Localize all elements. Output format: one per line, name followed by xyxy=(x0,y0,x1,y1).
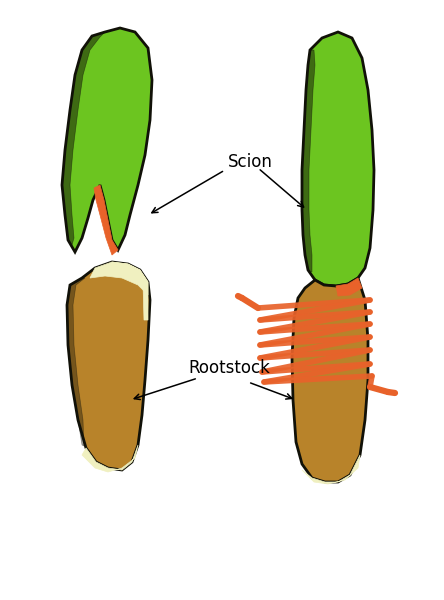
Polygon shape xyxy=(62,32,105,245)
Polygon shape xyxy=(110,262,148,320)
Polygon shape xyxy=(82,445,138,472)
Polygon shape xyxy=(292,278,368,482)
Polygon shape xyxy=(67,262,150,470)
Polygon shape xyxy=(302,455,360,484)
Polygon shape xyxy=(62,28,152,252)
Text: Rootstock: Rootstock xyxy=(188,359,270,377)
Polygon shape xyxy=(302,50,315,272)
Text: Scion: Scion xyxy=(228,153,273,171)
Polygon shape xyxy=(90,262,148,295)
Polygon shape xyxy=(94,185,118,255)
Polygon shape xyxy=(67,278,85,446)
Polygon shape xyxy=(336,278,362,296)
Polygon shape xyxy=(302,32,374,286)
